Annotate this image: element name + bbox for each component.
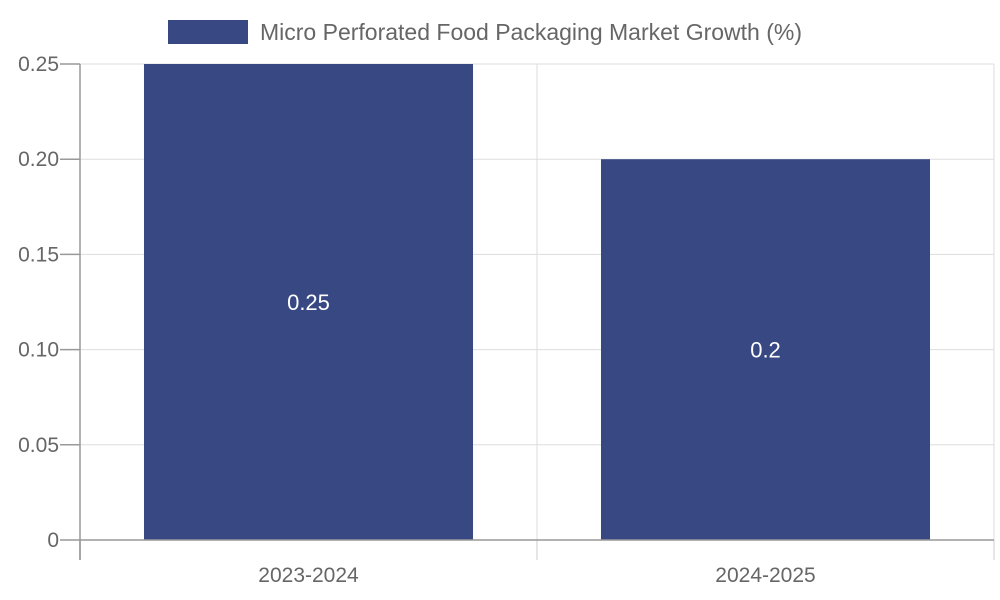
legend-swatch[interactable] [168,20,248,44]
x-tick-label: 2024-2025 [715,564,815,587]
bar[interactable] [600,159,931,540]
y-tick-label: 0.25 [18,53,59,76]
data-label: 0.2 [750,338,781,363]
labels-layer: 0 0.05 0.10 0.15 0.20 0.25 0.25 2023-2024 0.2 202… [18,53,816,587]
bars-layer [143,64,931,540]
y-tick-label: 0.05 [18,434,59,457]
y-tick-label: 0.15 [18,243,59,266]
axes-layer [60,63,995,560]
x-tick-label: 2023-2024 [258,564,359,587]
legend-label[interactable]: Micro Perforated Food Packaging Market G… [260,19,802,45]
legend[interactable]: Micro Perforated Food Packaging Market G… [168,19,802,45]
y-tick-label: 0.10 [18,339,59,362]
y-tick-label: 0 [47,529,59,552]
bar[interactable] [143,64,474,540]
data-label: 0.25 [287,290,330,315]
y-tick-label: 0.20 [18,148,59,171]
